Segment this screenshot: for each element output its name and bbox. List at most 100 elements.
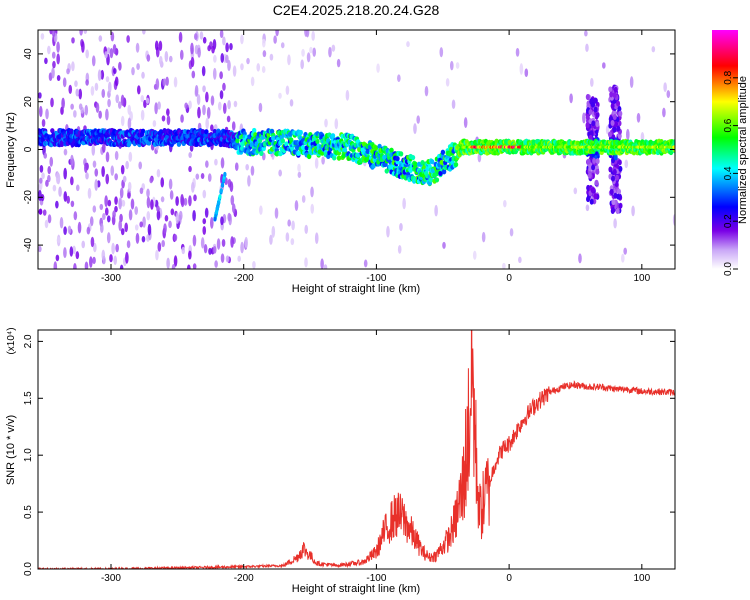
heatmap-cell — [300, 59, 304, 70]
heatmap-cell — [98, 110, 102, 119]
heatmap-cell — [223, 171, 227, 177]
colorbar-tick-label: 0.8 — [723, 70, 734, 84]
heatmap-cell — [256, 63, 261, 72]
heatmap-cell — [588, 109, 593, 116]
heatmap-cell — [502, 262, 506, 269]
heatmap-cell — [449, 60, 454, 71]
heatmap-cell — [45, 179, 49, 187]
heatmap-cell — [297, 163, 301, 172]
heatmap-cell — [240, 34, 244, 45]
heatmap-cell — [330, 133, 336, 139]
heatmap-cell — [107, 81, 112, 94]
heatmap-cell — [166, 108, 170, 116]
heatmap-cell — [155, 249, 159, 261]
heatmap-cell — [118, 219, 122, 232]
heatmap-cell — [146, 54, 151, 62]
heatmap-cell — [310, 203, 315, 214]
colorbar-bar — [712, 30, 738, 269]
heatmap-cell — [74, 80, 78, 87]
heatmap-cell — [342, 147, 348, 153]
heatmap-cell — [114, 150, 119, 161]
heatmap-cell — [202, 225, 207, 235]
heatmap-cell — [152, 120, 157, 128]
heatmap-cell — [310, 186, 314, 198]
heatmap-cell — [210, 95, 215, 106]
heatmap-cell — [140, 95, 145, 103]
heatmap-cell — [190, 56, 195, 68]
heatmap-cell — [94, 168, 99, 177]
heatmap-cell — [441, 169, 447, 175]
heatmap-cell — [214, 260, 218, 268]
heatmap-cell — [227, 59, 231, 72]
heatmap-cell — [180, 196, 185, 208]
heatmap-cell — [336, 58, 341, 68]
heatmap-cell — [66, 195, 71, 204]
heatmap-cell — [314, 157, 319, 169]
heatmap-cell — [135, 232, 140, 244]
heatmap-cell — [119, 187, 124, 199]
heatmap-cell — [173, 255, 178, 267]
heatmap-cell — [105, 76, 110, 83]
heatmap-cell — [629, 76, 634, 89]
heatmap-cell — [138, 161, 143, 170]
heatmap-cell — [107, 98, 111, 108]
heatmap-cell — [269, 128, 275, 134]
heatmap-cell — [188, 195, 192, 207]
heatmap-cell — [219, 71, 223, 80]
heatmap-cell — [477, 153, 482, 163]
heatmap-cell — [209, 216, 214, 229]
heatmap-cell — [104, 207, 109, 216]
heatmap-cell — [101, 165, 105, 178]
heatmap-cell — [149, 177, 153, 184]
heatmap-cell — [399, 222, 403, 232]
heatmap-cell — [58, 186, 62, 197]
heatmap-cell — [50, 97, 54, 108]
heatmap-cell — [222, 82, 226, 91]
heatmap-cell — [212, 245, 217, 254]
heatmap-cell — [38, 92, 42, 99]
heatmap-cell — [38, 189, 42, 202]
heatmap-cell — [240, 241, 244, 254]
heatmap-cell — [63, 148, 68, 156]
heatmap-cell — [63, 191, 68, 202]
heatmap-cell — [220, 253, 225, 263]
heatmap-cell — [200, 237, 205, 249]
heatmap-cell — [590, 187, 595, 194]
heatmap-cell — [168, 55, 173, 63]
heatmap-cell — [126, 240, 131, 249]
heatmap-cell — [130, 198, 135, 210]
heatmap-cell — [285, 232, 290, 242]
heatmap-cell — [51, 51, 56, 59]
heatmap-cell — [94, 82, 99, 92]
colorbar-tick-label: 0.0 — [723, 262, 734, 276]
heatmap-cell — [610, 102, 615, 109]
heatmap-cell — [376, 63, 380, 73]
heatmap-cell — [188, 250, 192, 260]
heatmap-cell — [120, 115, 125, 127]
heatmap-cell — [616, 193, 621, 200]
heatmap-cell — [114, 76, 119, 87]
heatmap-cell — [204, 207, 209, 218]
heatmap-cell — [84, 104, 89, 116]
spectrogram-heatmap — [38, 30, 675, 269]
heatmap-cell — [250, 76, 255, 87]
heatmap-cell — [63, 226, 67, 236]
heatmap-cell — [92, 256, 96, 265]
heatmap-cell — [416, 115, 421, 124]
heatmap-cell — [229, 181, 234, 193]
heatmap-cell — [73, 211, 78, 221]
heatmap-cell — [52, 60, 56, 69]
heatmap-cell — [55, 172, 60, 184]
heatmap-cell — [112, 43, 117, 54]
heatmap-cell — [109, 47, 114, 59]
heatmap-cell — [69, 246, 74, 257]
heatmap-cell — [220, 182, 225, 188]
heatmap-cell — [194, 85, 199, 97]
snr-scale-label: (x10⁴) — [6, 327, 17, 354]
heatmap-cell — [146, 140, 152, 146]
spectrogram-x-ticks: -300 -200 -100 0 100 — [101, 30, 651, 284]
heatmap-cell — [610, 120, 615, 127]
heatmap-cell — [163, 223, 167, 234]
heatmap-cell — [89, 216, 94, 227]
heatmap-cell — [203, 243, 208, 254]
